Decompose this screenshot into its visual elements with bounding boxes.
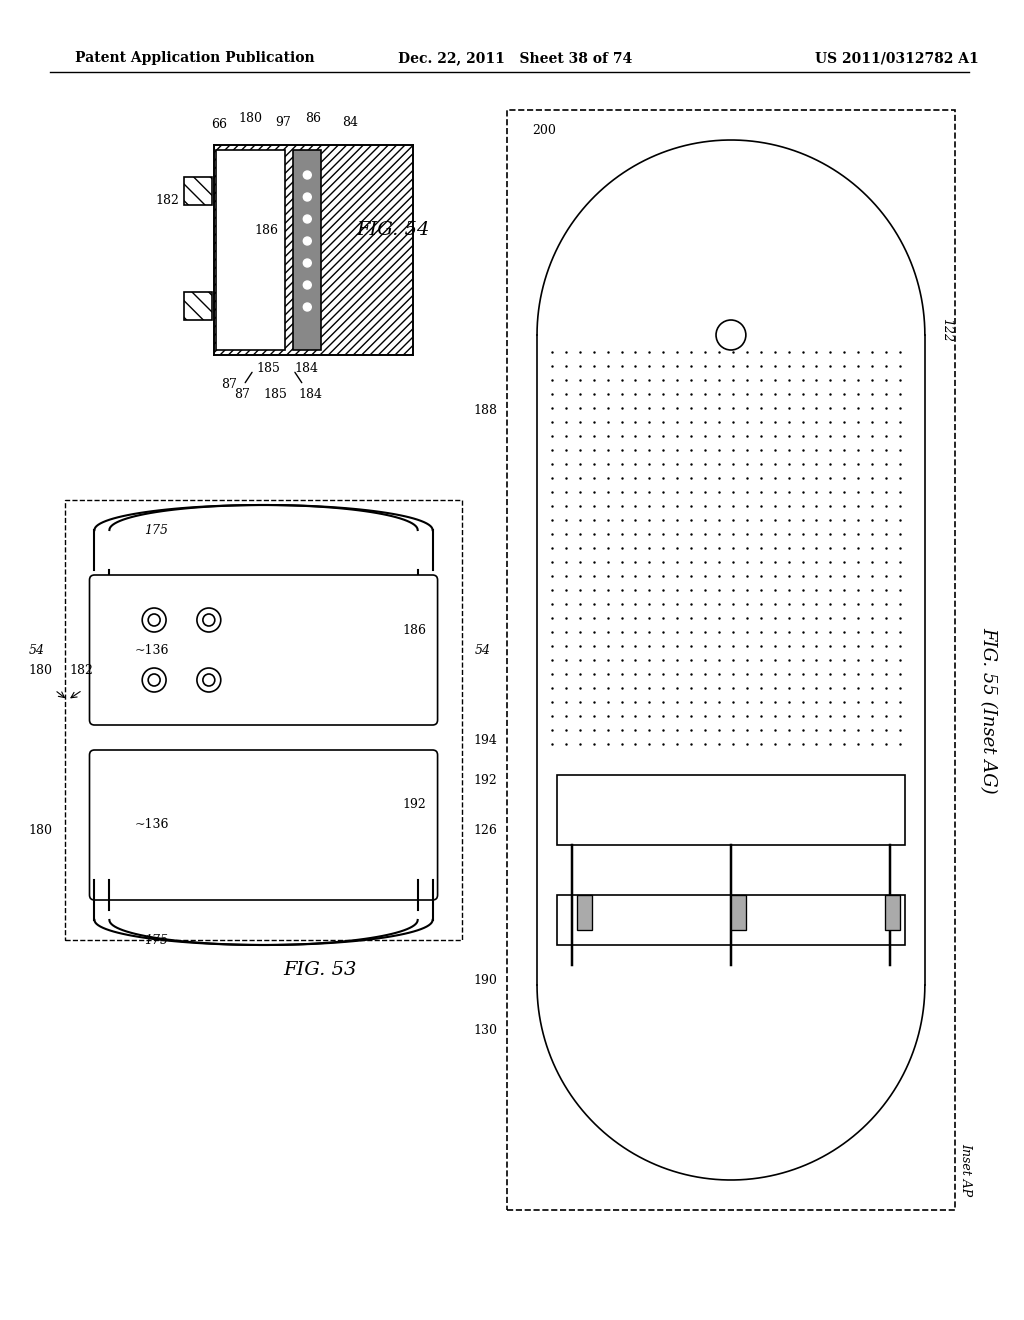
Text: 192: 192 — [473, 774, 498, 787]
Circle shape — [148, 675, 160, 686]
Text: 190: 190 — [473, 974, 498, 986]
Circle shape — [197, 668, 221, 692]
Circle shape — [303, 304, 311, 312]
Text: 192: 192 — [402, 799, 427, 812]
Text: ~136: ~136 — [134, 644, 169, 656]
Text: 87: 87 — [221, 379, 237, 392]
Text: 86: 86 — [305, 111, 322, 124]
Circle shape — [303, 193, 311, 201]
Circle shape — [303, 238, 311, 246]
Circle shape — [203, 675, 215, 686]
Circle shape — [303, 172, 311, 180]
Text: 186: 186 — [402, 623, 427, 636]
Text: 186: 186 — [255, 223, 279, 236]
Circle shape — [142, 609, 166, 632]
Text: 175: 175 — [144, 933, 168, 946]
Text: Dec. 22, 2011   Sheet 38 of 74: Dec. 22, 2011 Sheet 38 of 74 — [397, 51, 632, 65]
Text: US 2011/0312782 A1: US 2011/0312782 A1 — [815, 51, 979, 65]
Text: 175: 175 — [144, 524, 168, 536]
Text: 180: 180 — [29, 824, 52, 837]
Text: ~136: ~136 — [134, 818, 169, 832]
Text: FIG. 55 (Inset AG): FIG. 55 (Inset AG) — [980, 627, 997, 793]
Text: 188: 188 — [473, 404, 498, 417]
Bar — [184, 292, 212, 319]
Text: 182: 182 — [155, 194, 179, 206]
Circle shape — [203, 614, 215, 626]
Text: 122: 122 — [940, 318, 952, 342]
Text: FIG. 54: FIG. 54 — [356, 220, 429, 239]
Bar — [885, 895, 900, 931]
Text: 200: 200 — [532, 124, 556, 136]
Text: 54: 54 — [29, 644, 45, 656]
Circle shape — [142, 668, 166, 692]
FancyBboxPatch shape — [89, 576, 437, 725]
Text: 194: 194 — [473, 734, 498, 747]
FancyBboxPatch shape — [89, 750, 437, 900]
Bar — [557, 895, 905, 945]
Text: 87: 87 — [233, 388, 250, 401]
Text: 54: 54 — [474, 644, 490, 656]
Circle shape — [197, 609, 221, 632]
Text: Inset AP: Inset AP — [959, 1143, 973, 1196]
Bar — [557, 775, 905, 845]
Bar — [216, 150, 286, 350]
Text: 184: 184 — [298, 388, 323, 401]
Text: 97: 97 — [275, 116, 291, 128]
Bar — [507, 110, 954, 1210]
Bar — [184, 177, 212, 205]
Text: Patent Application Publication: Patent Application Publication — [75, 51, 314, 65]
Circle shape — [303, 259, 311, 267]
Circle shape — [303, 215, 311, 223]
Text: 185: 185 — [257, 362, 281, 375]
Circle shape — [716, 319, 745, 350]
Text: 84: 84 — [342, 116, 358, 128]
Bar — [293, 150, 322, 350]
Bar — [214, 145, 413, 355]
Text: 182: 182 — [70, 664, 93, 676]
Text: 185: 185 — [263, 388, 288, 401]
Text: 130: 130 — [473, 1023, 498, 1036]
Circle shape — [303, 281, 311, 289]
Circle shape — [148, 614, 160, 626]
Text: FIG. 53: FIG. 53 — [284, 961, 356, 979]
Bar — [65, 500, 463, 940]
Text: 180: 180 — [239, 111, 262, 124]
Text: 180: 180 — [29, 664, 52, 676]
Text: 66: 66 — [211, 119, 226, 132]
Text: 184: 184 — [294, 362, 318, 375]
Bar — [577, 895, 592, 931]
Bar — [731, 895, 745, 931]
Text: 126: 126 — [473, 824, 498, 837]
